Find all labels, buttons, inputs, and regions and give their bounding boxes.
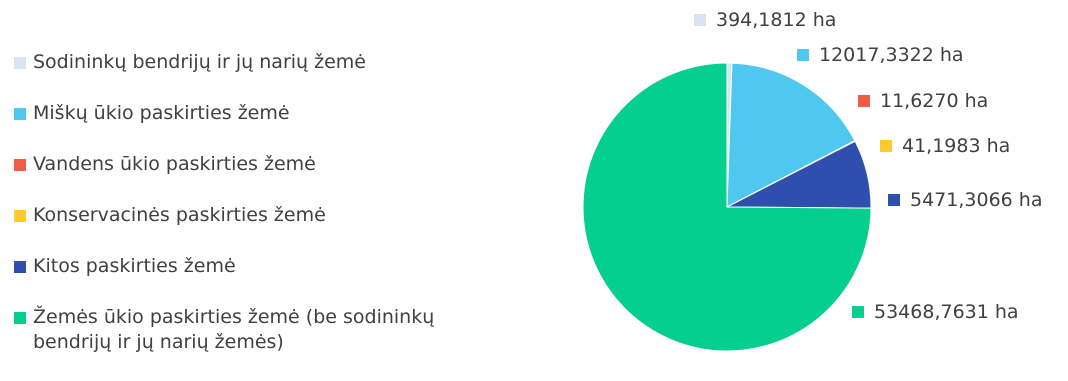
data-label: 12017,3322 ha — [797, 44, 964, 66]
legend-label: Žemės ūkio paskirties žemė (be sodininkų… — [33, 306, 435, 353]
data-label-swatch — [858, 95, 870, 107]
legend-swatch — [14, 159, 26, 171]
data-label-text: 41,1983 ha — [902, 135, 1010, 157]
pie-chart: 394,1812 ha 12017,3322 ha 11,6270 ha 41,198… — [582, 9, 1042, 352]
legend-swatch — [14, 312, 26, 324]
data-label-swatch — [888, 194, 900, 206]
data-label-text: 53468,7631 ha — [874, 301, 1019, 323]
data-label: 394,1812 ha — [694, 9, 836, 31]
data-label: 53468,7631 ha — [852, 301, 1019, 323]
data-label-swatch — [694, 14, 706, 26]
data-label: 41,1983 ha — [880, 135, 1010, 157]
data-label-swatch — [797, 49, 809, 61]
legend-label: Sodininkų bendrijų ir jų narių žemė — [33, 51, 366, 73]
legend-item: Konservacinės paskirties žemė — [14, 203, 534, 228]
pie-slice — [582, 62, 872, 352]
legend-label: Konservacinės paskirties žemė — [33, 204, 326, 226]
legend-label: Vandens ūkio paskirties žemė — [33, 153, 316, 175]
legend-item: Miškų ūkio paskirties žemė — [14, 101, 534, 126]
data-label-text: 11,6270 ha — [880, 90, 988, 112]
data-label-text: 12017,3322 ha — [819, 44, 964, 66]
legend-item: Kitos paskirties žemė — [14, 254, 534, 279]
legend-swatch — [14, 210, 26, 222]
legend-swatch — [14, 108, 26, 120]
data-label: 5471,3066 ha — [888, 189, 1042, 211]
data-label: 11,6270 ha — [858, 90, 988, 112]
pie-slice — [726, 62, 856, 208]
data-label-swatch — [852, 306, 864, 318]
legend-label: Miškų ūkio paskirties žemė — [33, 102, 290, 124]
legend-label: Kitos paskirties žemė — [33, 255, 236, 277]
data-label-text: 5471,3066 ha — [910, 189, 1042, 211]
legend: Sodininkų bendrijų ir jų narių žemė Miškų… — [14, 50, 534, 381]
data-label-swatch — [880, 140, 892, 152]
data-label-text: 394,1812 ha — [716, 9, 836, 31]
legend-item: Sodininkų bendrijų ir jų narių žemė — [14, 50, 534, 75]
legend-swatch — [14, 57, 26, 69]
legend-item: Žemės ūkio paskirties žemė (be sodininkų… — [14, 305, 534, 355]
legend-swatch — [14, 261, 26, 273]
legend-item: Vandens ūkio paskirties žemė — [14, 152, 534, 177]
